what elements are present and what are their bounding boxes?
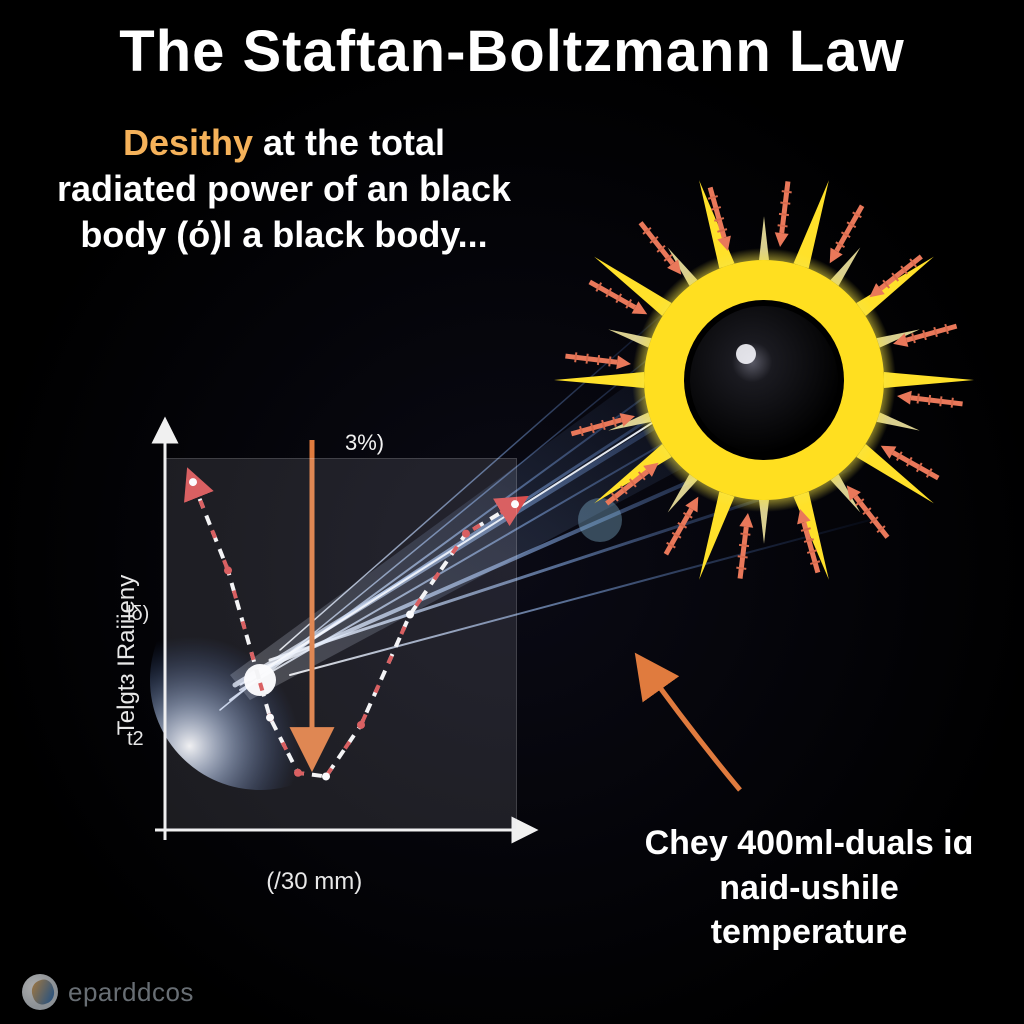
watermark: eparddcos <box>22 974 194 1010</box>
caption-arrow <box>620 640 780 800</box>
chart-ytick: t2 <box>127 728 144 751</box>
chart-xlabel: (/30 mm) <box>266 868 362 896</box>
watermark-logo-icon <box>22 974 58 1010</box>
chart-peak-label: 3%) <box>345 430 384 456</box>
spectrum-chart: Telgtɜ IRaiiieny (/30 mm) t2 lδ) 3%) <box>55 420 535 890</box>
watermark-text: eparddcos <box>68 977 194 1008</box>
subtitle-block: Desithy at the total radiated power of a… <box>54 120 514 258</box>
main-title: The Staftan-Boltzmann Law <box>0 18 1024 85</box>
chart-plot-bg <box>165 458 517 830</box>
subtitle-accent: Desithy <box>123 122 253 163</box>
chart-ylabel: Telgtɜ IRaiiieny <box>113 575 141 735</box>
infographic-canvas: The Staftan-Boltzmann Law Desithy at the… <box>0 0 1024 1024</box>
chart-ytick: lδ) <box>127 603 149 626</box>
blackbody-sun <box>544 160 984 600</box>
caption-text: Chey 400ml-duals iɑ naid-ushile temperat… <box>634 821 984 954</box>
